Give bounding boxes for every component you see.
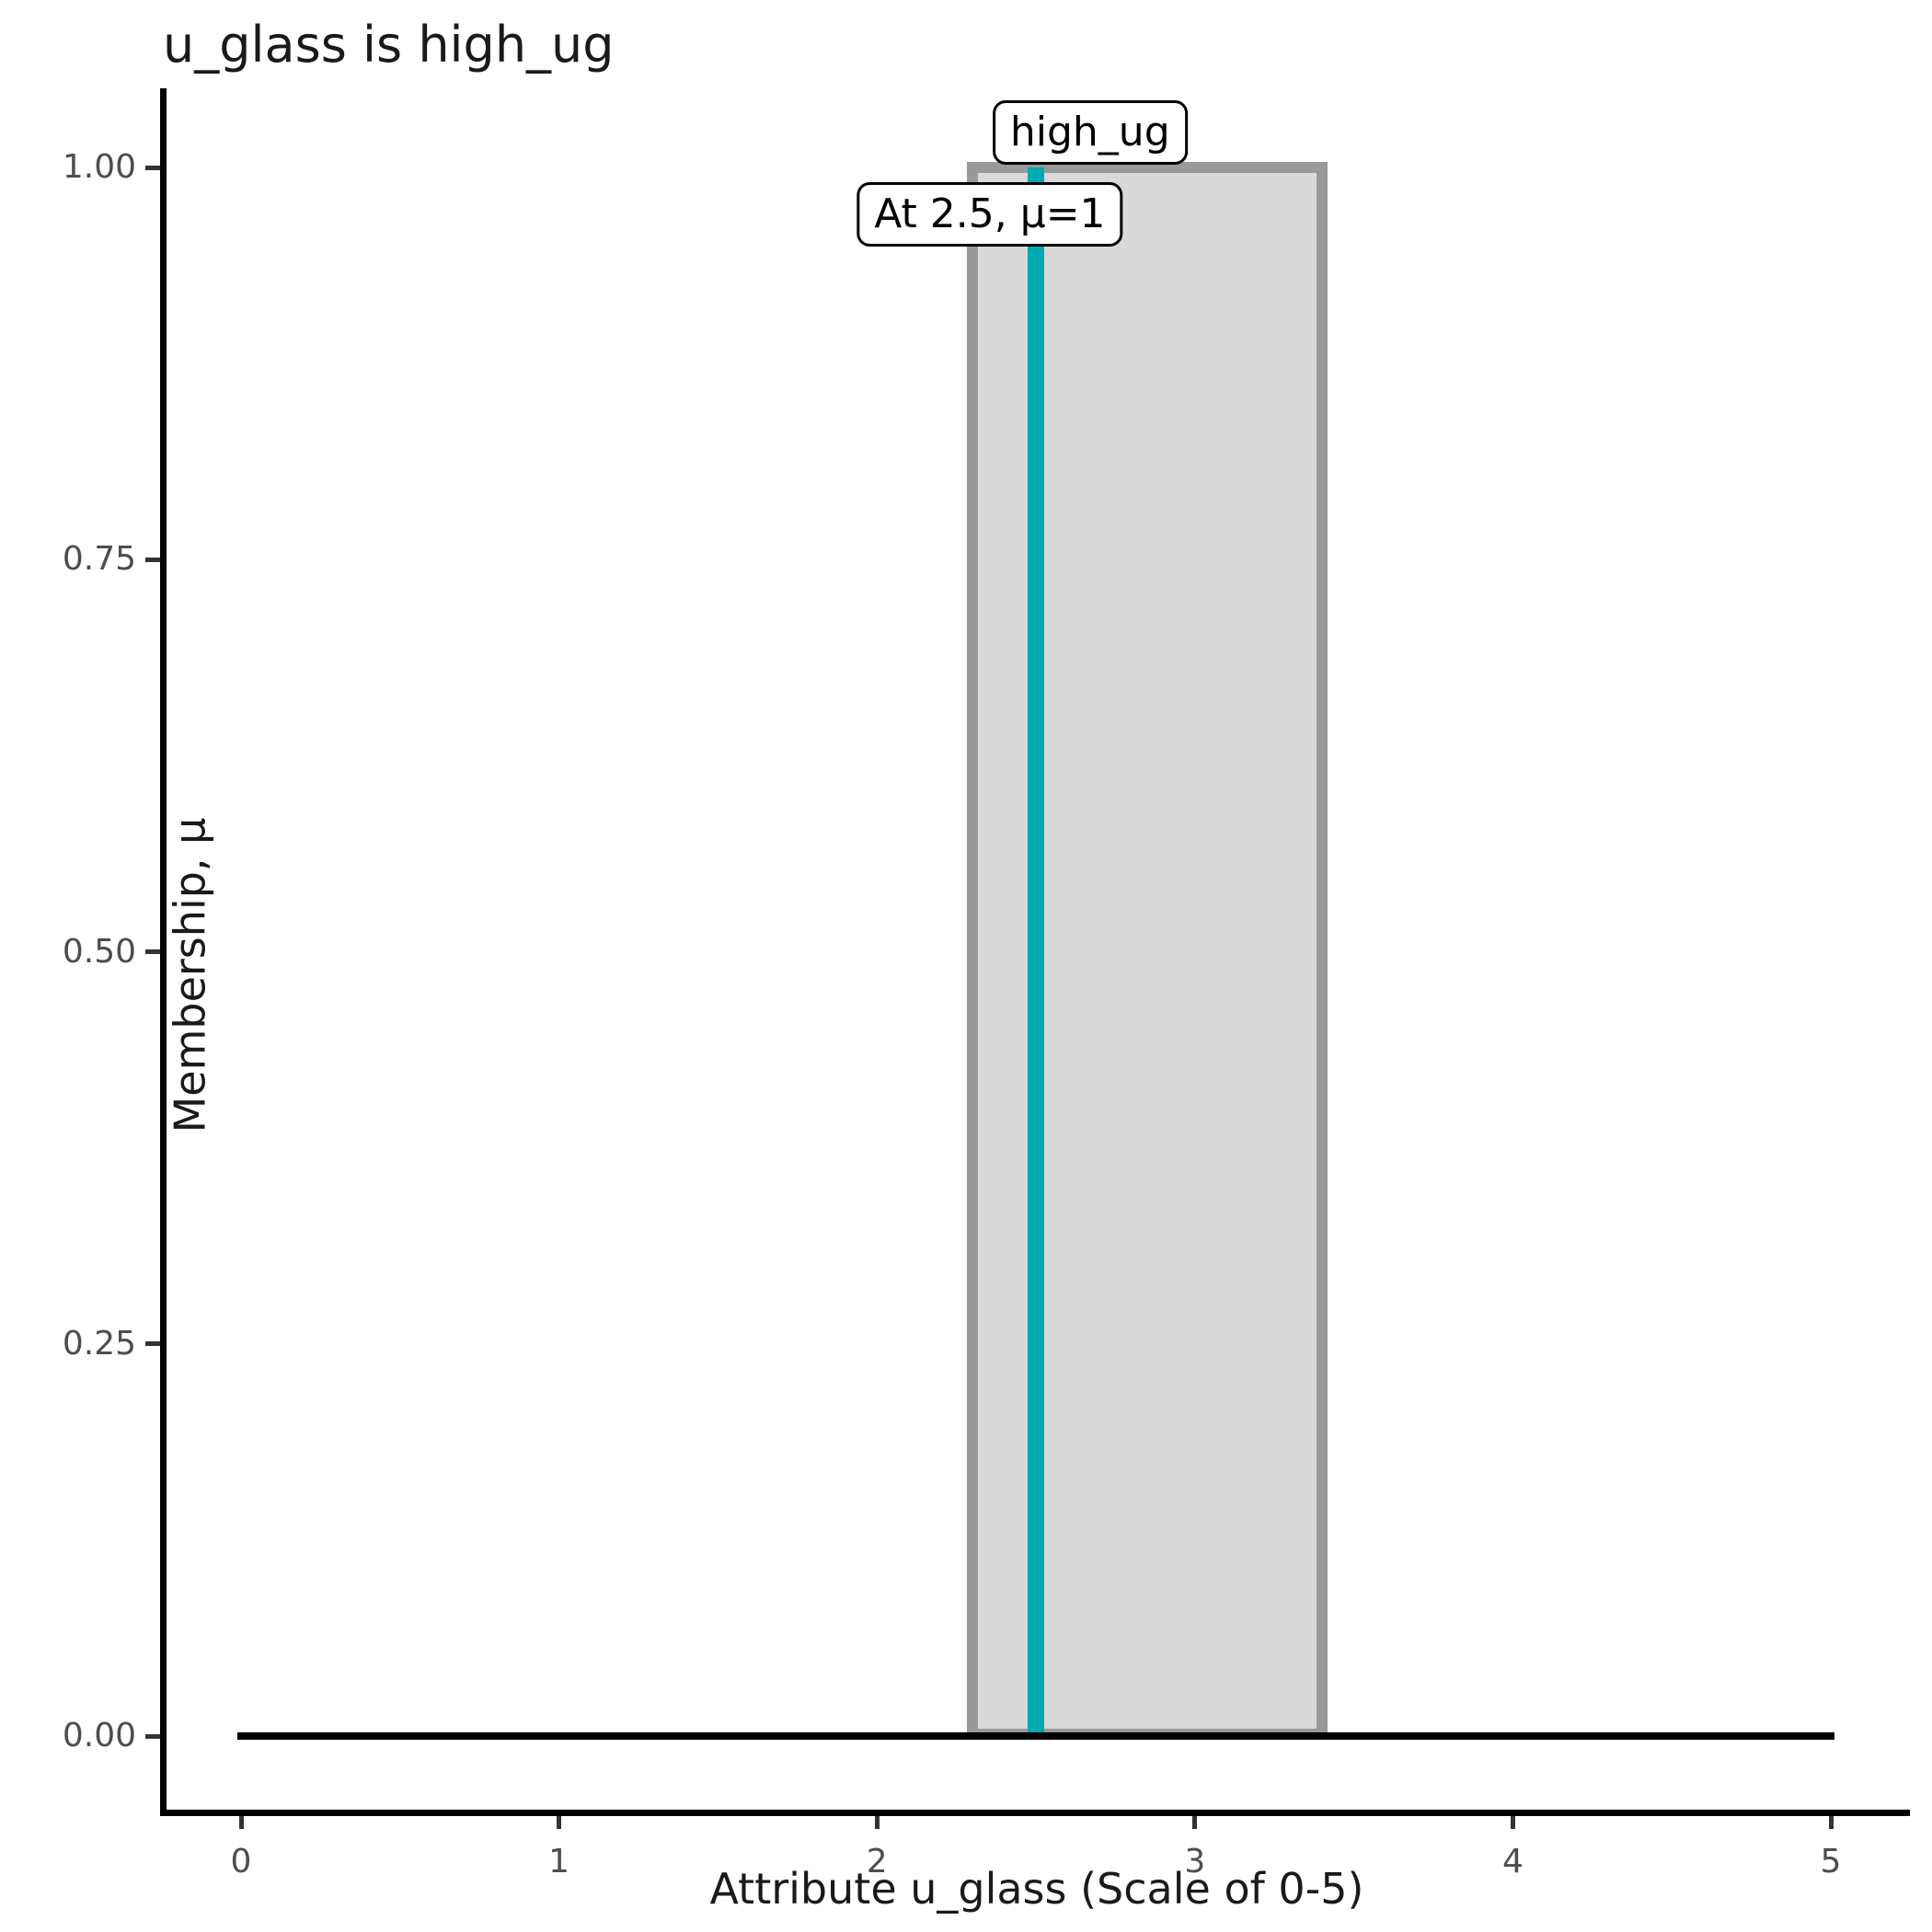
x-axis-line bbox=[160, 1810, 1910, 1816]
y-tick-label: 0.25 bbox=[62, 1324, 136, 1363]
y-tick-mark bbox=[145, 1341, 160, 1347]
y-tick-label: 0.75 bbox=[62, 540, 136, 579]
y-tick-label: 0.00 bbox=[62, 1717, 136, 1754]
x-tick-label: 3 bbox=[1184, 1843, 1206, 1880]
marker-line bbox=[1028, 167, 1044, 1740]
y-tick-label: 1.00 bbox=[62, 148, 136, 186]
x-tick-mark bbox=[874, 1816, 880, 1829]
x-axis-title: Attribute u_glass (Scale of 0-5) bbox=[709, 1864, 1364, 1914]
x-tick-label: 4 bbox=[1501, 1843, 1524, 1880]
y-tick-mark bbox=[145, 949, 160, 954]
x-tick-label: 2 bbox=[866, 1843, 888, 1880]
x-tick-mark bbox=[557, 1816, 562, 1829]
y-tick-mark bbox=[145, 1733, 160, 1739]
set-name-label: high_ug bbox=[992, 100, 1188, 166]
x-tick-mark bbox=[238, 1816, 244, 1829]
baseline-segment bbox=[237, 1732, 1834, 1740]
y-axis-title: Membership, μ bbox=[165, 817, 215, 1133]
x-tick-label: 0 bbox=[230, 1843, 252, 1880]
x-tick-mark bbox=[1510, 1816, 1515, 1829]
fuzzy-set-region bbox=[966, 162, 1328, 1740]
y-tick-mark bbox=[145, 557, 160, 562]
x-tick-label: 5 bbox=[1820, 1843, 1842, 1880]
x-tick-mark bbox=[1192, 1816, 1198, 1829]
y-axis-line bbox=[160, 88, 167, 1816]
evaluation-label: At 2.5, μ=1 bbox=[857, 182, 1123, 247]
plot-title: u_glass is high_ug bbox=[163, 16, 615, 74]
y-tick-label: 0.50 bbox=[62, 932, 136, 971]
x-tick-label: 1 bbox=[548, 1843, 570, 1880]
x-tick-mark bbox=[1828, 1816, 1834, 1829]
y-tick-mark bbox=[145, 165, 160, 170]
